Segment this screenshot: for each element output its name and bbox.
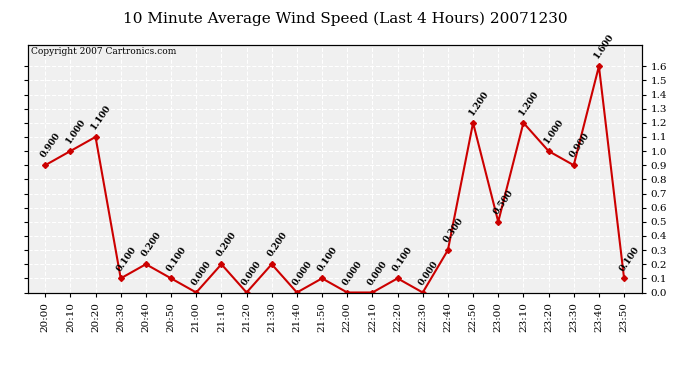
Text: 0.100: 0.100 [618, 244, 641, 273]
Text: 0.000: 0.000 [341, 259, 364, 287]
Text: 0.200: 0.200 [215, 231, 239, 258]
Text: Copyright 2007 Cartronics.com: Copyright 2007 Cartronics.com [30, 48, 176, 57]
Text: 1.100: 1.100 [89, 103, 113, 131]
Text: 0.100: 0.100 [165, 244, 188, 273]
Text: 0.000: 0.000 [417, 259, 440, 287]
Text: 0.200: 0.200 [266, 231, 289, 258]
Text: 0.000: 0.000 [290, 259, 314, 287]
Text: 0.200: 0.200 [139, 231, 163, 258]
Text: 0.000: 0.000 [240, 259, 264, 287]
Text: 0.000: 0.000 [366, 259, 389, 287]
Text: 1.600: 1.600 [593, 32, 616, 60]
Text: 0.000: 0.000 [190, 259, 213, 287]
Text: 10 Minute Average Wind Speed (Last 4 Hours) 20071230: 10 Minute Average Wind Speed (Last 4 Hou… [123, 11, 567, 26]
Text: 0.100: 0.100 [316, 244, 339, 273]
Text: 0.100: 0.100 [391, 244, 415, 273]
Text: 0.900: 0.900 [567, 132, 591, 159]
Text: 0.900: 0.900 [39, 132, 62, 159]
Text: 1.000: 1.000 [542, 117, 566, 146]
Text: 1.200: 1.200 [466, 89, 491, 117]
Text: 0.300: 0.300 [442, 216, 465, 244]
Text: 0.500: 0.500 [492, 188, 515, 216]
Text: 1.200: 1.200 [517, 89, 541, 117]
Text: 1.000: 1.000 [64, 117, 88, 146]
Text: 0.100: 0.100 [115, 244, 138, 273]
